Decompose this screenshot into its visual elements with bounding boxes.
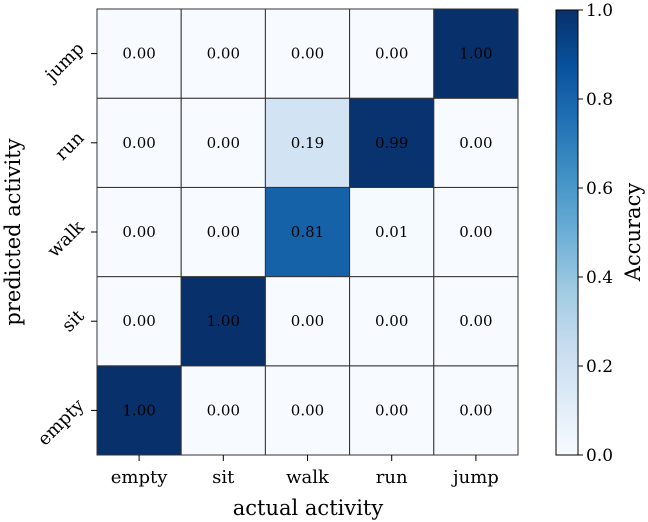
cell-value-label: 0.00 bbox=[291, 45, 324, 63]
y-axis-label: predicted activity bbox=[1, 138, 25, 325]
cell-value-label: 0.19 bbox=[291, 134, 324, 152]
colorbar-tick-label: 0.0 bbox=[586, 446, 613, 466]
heatmap-cell bbox=[180, 276, 266, 367]
x-tick-label: sit bbox=[212, 467, 235, 488]
heatmap-cell bbox=[264, 276, 351, 367]
heatmap-cell bbox=[180, 186, 266, 278]
cell-value-label: 0.00 bbox=[207, 401, 240, 419]
y-tick-label: sit bbox=[58, 305, 89, 336]
x-axis-ticks: empty sit walk run jump bbox=[111, 455, 499, 488]
y-tick-label: run bbox=[51, 127, 89, 165]
cell-value-label: 0.00 bbox=[375, 45, 408, 63]
colorbar-tick-label: 0.8 bbox=[586, 90, 613, 110]
heatmap-cell bbox=[264, 8, 351, 99]
cell-value-label: 1.00 bbox=[207, 312, 240, 330]
cell-value-label: 0.00 bbox=[122, 134, 155, 152]
y-tick-label: jump bbox=[40, 38, 89, 87]
colorbar-tick-label: 0.6 bbox=[586, 179, 613, 199]
cell-value-label: 0.00 bbox=[375, 401, 408, 419]
cell-value-label: 0.00 bbox=[459, 223, 492, 241]
colorbar-tick-label: 0.4 bbox=[586, 268, 613, 288]
heatmap-cell bbox=[349, 276, 435, 367]
colorbar-ticks: 0.0 0.2 0.4 0.6 0.8 1.0 bbox=[578, 1, 613, 466]
cell-value-label: 0.00 bbox=[375, 312, 408, 330]
x-tick-label: jump bbox=[451, 467, 499, 488]
heatmap-cells bbox=[96, 8, 519, 456]
heatmap-cell bbox=[433, 276, 519, 367]
x-tick-label: walk bbox=[286, 467, 330, 488]
cell-value-label: 0.00 bbox=[207, 134, 240, 152]
colorbar-tick-label: 0.2 bbox=[586, 357, 613, 377]
heatmap-cell bbox=[180, 97, 266, 188]
colorbar-label: Accuracy bbox=[621, 183, 645, 283]
heatmap-cell bbox=[96, 276, 182, 367]
cell-value-label: 1.00 bbox=[459, 45, 492, 63]
heatmap-cell bbox=[433, 97, 519, 188]
cell-value-label: 0.81 bbox=[291, 223, 324, 241]
cell-value-label: 0.00 bbox=[207, 223, 240, 241]
y-tick-label: empty bbox=[34, 395, 89, 450]
x-axis-label: actual activity bbox=[233, 496, 384, 520]
y-tick-label: walk bbox=[43, 216, 89, 262]
heatmap-cell bbox=[96, 8, 182, 99]
heatmap-cell bbox=[264, 186, 351, 278]
cell-value-label: 0.00 bbox=[122, 45, 155, 63]
heatmap-cell-labels: 1.00 0.00 0.00 0.00 0.00 0.00 1.00 0.00 0.00 0.00… bbox=[122, 45, 492, 420]
heatmap-cell bbox=[433, 186, 519, 278]
colorbar-tick-label: 1.0 bbox=[586, 1, 613, 21]
cell-value-label: 1.00 bbox=[122, 401, 155, 419]
heatmap-cell bbox=[264, 97, 351, 188]
heatmap-cell bbox=[180, 365, 266, 456]
heatmap-cell bbox=[180, 8, 266, 99]
heatmap-cell bbox=[349, 365, 435, 456]
heatmap-cell bbox=[433, 365, 519, 456]
heatmap-cell bbox=[96, 365, 182, 456]
cell-value-label: 0.00 bbox=[122, 312, 155, 330]
cell-value-label: 0.00 bbox=[291, 312, 324, 330]
cell-value-label: 0.00 bbox=[459, 134, 492, 152]
cell-value-label: 0.00 bbox=[122, 223, 155, 241]
cell-value-label: 0.99 bbox=[375, 134, 408, 152]
colorbar bbox=[555, 9, 579, 456]
x-tick-label: run bbox=[376, 467, 408, 488]
cell-value-label: 0.00 bbox=[459, 401, 492, 419]
cell-value-label: 0.01 bbox=[375, 223, 408, 241]
cell-value-label: 0.00 bbox=[459, 312, 492, 330]
x-tick-label: empty bbox=[111, 467, 168, 488]
heatmap-cell bbox=[349, 97, 435, 188]
cell-value-label: 0.00 bbox=[291, 401, 324, 419]
cell-value-label: 0.00 bbox=[207, 45, 240, 63]
y-axis-ticks: empty sit walk run jump bbox=[34, 38, 97, 450]
heatmap-cell bbox=[433, 8, 519, 99]
